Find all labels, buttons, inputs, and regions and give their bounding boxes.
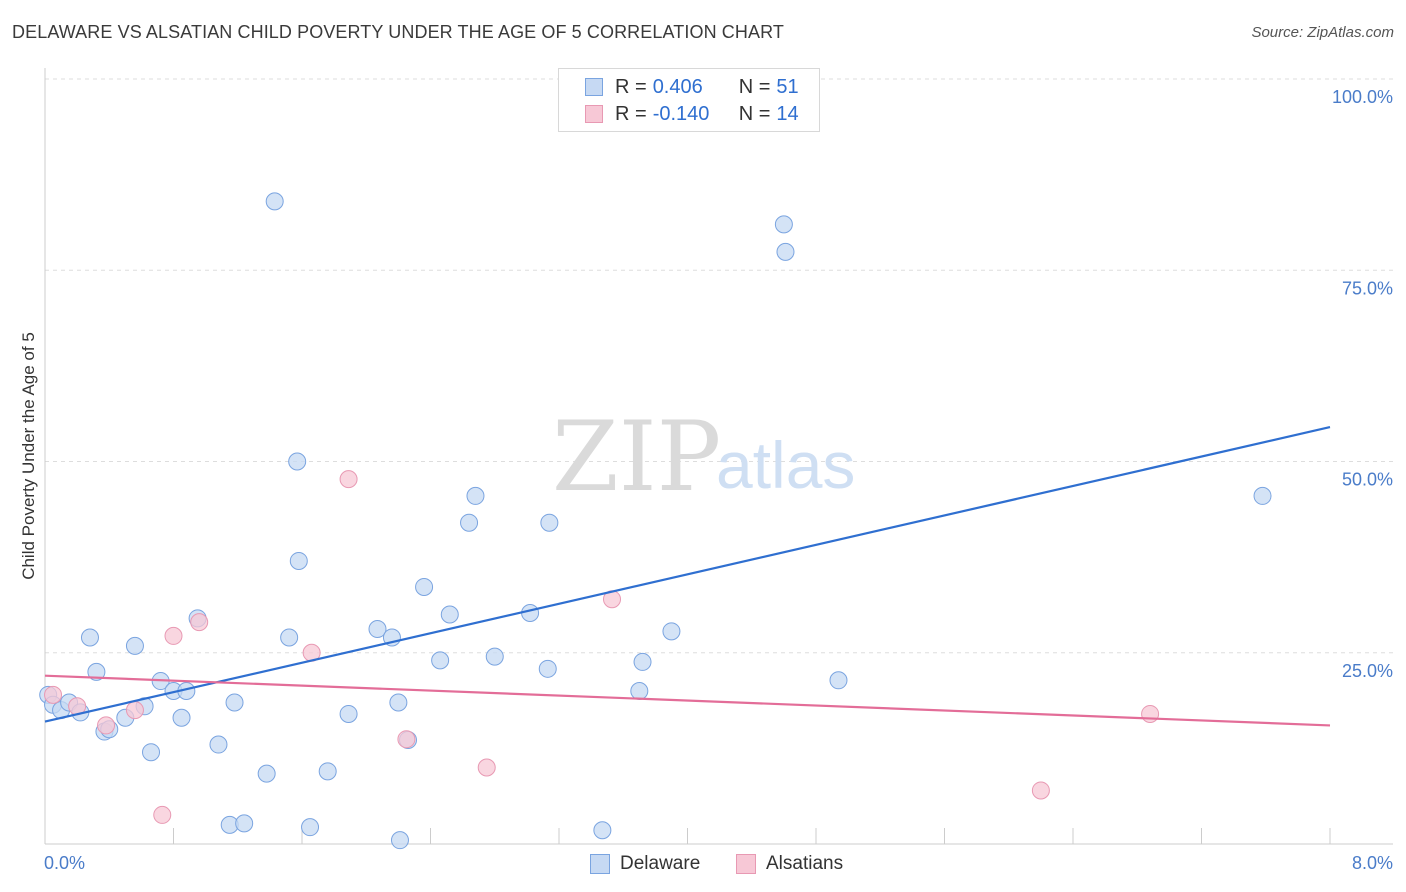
watermark: ZIP atlas [552, 401, 855, 513]
delaware-point [662, 622, 681, 641]
stats-legend: R = 0.406 N = 51 R = -0.140 N = 14 [558, 68, 820, 132]
y-tick-label: 100.0% [1332, 87, 1393, 107]
delaware-point [339, 704, 358, 723]
delaware-point [521, 603, 540, 622]
axes [44, 68, 1393, 845]
legend-swatch-delaware [585, 78, 603, 96]
grid-lines [45, 78, 1393, 654]
x-tick-label: 8.0% [1352, 853, 1393, 873]
delaware-point [257, 764, 276, 783]
delaware-trend-line [44, 426, 1331, 723]
y-tick-label: 75.0% [1342, 278, 1393, 298]
delaware-point [235, 814, 254, 833]
delaware-point [280, 628, 299, 647]
delaware-point [80, 628, 99, 647]
alsatian-point [397, 730, 416, 749]
delaware-point [466, 486, 485, 505]
delaware-point [774, 215, 793, 234]
delaware-point [289, 551, 308, 570]
delaware-point [265, 192, 284, 211]
legend-n-value: 51 [776, 75, 799, 98]
bottom-legend-swatch-delaware [590, 854, 610, 874]
alsatian-point [125, 701, 144, 720]
chart-title: DELAWARE VS ALSATIAN CHILD POVERTY UNDER… [12, 22, 784, 42]
delaware-point [390, 831, 409, 850]
delaware-point [431, 651, 450, 670]
y-tick-label: 50.0% [1342, 470, 1393, 490]
bottom-legend-label-alsatians: Alsatians [766, 853, 844, 874]
delaware-point [142, 743, 161, 762]
bottom-legend-alsatians: Alsatians [736, 852, 843, 876]
delaware-point [776, 242, 795, 261]
delaware-point [225, 693, 244, 712]
legend-row-alsatians: R = -0.140 N = 14 [585, 102, 799, 126]
watermark-zip: ZIP [552, 401, 721, 513]
delaware-point [485, 647, 504, 666]
bottom-legend-delaware: Delaware [590, 852, 700, 876]
delaware-point [87, 662, 106, 681]
legend-n-label: N = [738, 102, 771, 125]
delaware-point [301, 818, 320, 837]
delaware-point [460, 513, 479, 532]
legend-r-value: 0.406 [652, 75, 703, 98]
alsatian-point [44, 685, 63, 704]
tick-labels: 25.0% 50.0% 75.0% 100.0% 0.0% 8.0% [44, 87, 1393, 873]
delaware-point [630, 682, 649, 700]
delaware-point [389, 693, 408, 712]
delaware-point [1253, 486, 1272, 505]
alsatian-point [477, 758, 496, 777]
alsatian-point [153, 805, 172, 824]
delaware-point [540, 513, 559, 532]
legend-r-label: R = [615, 102, 647, 125]
y-tick-label: 25.0% [1342, 661, 1393, 681]
alsatian-point [1031, 781, 1050, 800]
alsatian-point [339, 470, 358, 489]
delaware-point [368, 620, 387, 639]
bottom-legend-label-delaware: Delaware [620, 853, 701, 874]
legend-n-value: 14 [776, 102, 799, 125]
legend-r-value: -0.140 [652, 102, 710, 125]
delaware-point [415, 577, 434, 596]
delaware-point [288, 452, 307, 471]
delaware-point [209, 735, 228, 754]
y-axis-title: Child Poverty Under the Age of 5 [19, 332, 38, 580]
delaware-point [318, 762, 337, 781]
source-credit: Source: ZipAtlas.com [1251, 24, 1394, 41]
x-tick-label: 0.0% [44, 853, 85, 873]
watermark-atlas: atlas [716, 428, 855, 502]
bottom-legend-swatch-alsatians [736, 854, 756, 874]
legend-r-label: R = [615, 75, 647, 98]
alsatian-trend-line [44, 674, 1331, 727]
legend-n-label: N = [738, 75, 771, 98]
delaware-point [538, 659, 557, 678]
alsatian-point [1141, 704, 1160, 723]
alsatian-point [190, 613, 209, 632]
delaware-point [593, 821, 612, 840]
legend-row-delaware: R = 0.406 N = 51 [585, 75, 799, 99]
legend-swatch-alsatians [585, 105, 603, 123]
delaware-point [125, 636, 144, 655]
alsatian-point [164, 626, 183, 645]
delaware-point [172, 708, 191, 727]
trend-lines [44, 426, 1331, 727]
delaware-point [633, 652, 652, 671]
alsatian-point [97, 716, 116, 735]
delaware-point [440, 605, 459, 624]
data-points [39, 192, 1272, 850]
delaware-point [829, 671, 848, 690]
